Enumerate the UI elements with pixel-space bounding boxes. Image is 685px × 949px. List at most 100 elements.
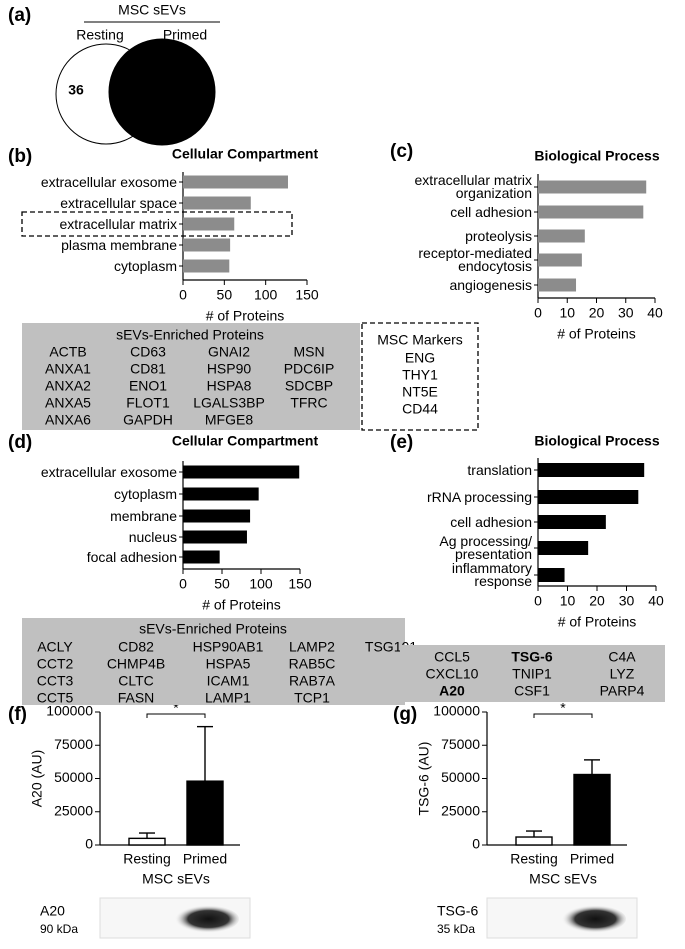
panel-label: (g) [393,704,417,725]
panel-label: (d) [8,432,32,453]
bar [538,253,582,267]
x-tick-label: 150 [288,576,312,592]
x-tick-label: 0 [534,593,542,609]
blot-size: 35 kDa [437,922,475,936]
y-tick-label: 100000 [433,703,480,719]
chart-title: Cellular Compartment [172,146,319,162]
table-cell: CD44 [402,401,438,417]
bar [538,229,585,243]
category-label-box: proteolysis [465,227,532,244]
bar [183,530,247,544]
category-label: receptor-mediated endocytosis [418,245,532,274]
x-axis-label: # of Proteins [202,597,281,613]
category-label: cell adhesion [450,513,532,530]
category-label-box: receptor-mediated endocytosis [418,245,532,274]
venn-set-name: Resting [76,27,123,43]
venn-count: 36 [68,82,84,98]
bar [538,180,647,194]
bar [186,780,224,846]
significance-bracket [146,713,206,718]
y-tick-label: 0 [85,836,93,852]
category-label-box: focal adhesion [86,548,177,565]
x-tick-label: 100 [249,576,273,592]
x-axis-label: MSC sEVs [142,871,210,887]
category-label: angiogenesis [449,276,532,293]
x-tick-label: 20 [589,593,605,609]
category-label: translation [467,461,532,478]
x-tick-label: 50 [217,287,233,303]
y-tick-label: 0 [472,836,480,852]
bar [538,278,577,292]
table-cell: HSPA5 [206,656,251,672]
panel-label: (b) [8,146,32,167]
category-label-box: Ag processing/ presentation [439,533,532,562]
x-tick-label: Primed [570,851,614,867]
category-label: extracellular exosome [40,463,177,480]
panel-label: (e) [390,432,413,453]
category-label-box: extracellular matrix [60,217,177,231]
table-cell: ANXA1 [45,361,91,377]
y-axis-label: A20 (AU) [29,750,45,808]
y-tick-label: 50000 [54,769,93,785]
bar [538,568,565,582]
blot-size: 90 kDa [40,922,78,936]
x-tick-label: 50 [214,576,230,592]
table-cell: RAB5C [289,656,336,672]
table-cell: LAMP2 [289,639,335,655]
table-cell: ACTB [49,344,86,360]
table-title: sEVs-Enriched Proteins [116,327,264,343]
x-tick-label: Resting [123,851,170,867]
panel-label: (c) [390,141,413,162]
bar [183,259,230,273]
blot-band [558,905,626,933]
table-cell: GNAI2 [208,344,250,360]
table-cell: A20 [439,683,465,699]
bar [538,541,589,555]
category-label: proteolysis [465,227,532,244]
y-tick-label: 100000 [46,703,93,719]
significance-label: * [173,700,179,716]
table-cell: ANXA2 [45,378,91,394]
table-cell: CCT3 [37,673,74,689]
table-cell: THY1 [402,367,438,383]
x-tick-label: 20 [589,305,605,321]
table-cell: CHMP4B [107,656,165,672]
table-box [22,618,405,705]
blot-label: A20 [40,903,65,919]
x-tick-label: 40 [647,305,663,321]
table-cell: NT5E [402,384,438,400]
category-label: extracellular exosome [40,173,177,190]
category-label: focal adhesion [86,548,177,565]
x-tick-label: 10 [560,593,576,609]
y-tick-label: 75000 [441,736,480,752]
table-box [22,323,360,430]
table-cell: TFRC [290,395,327,411]
venn-title: MSC sEVs [118,2,186,18]
category-label-box: cell adhesion [450,205,532,219]
table-cell: LYZ [610,666,635,682]
table-cell: PARP4 [600,683,645,699]
table-cell: PDC6IP [284,361,335,377]
category-label-box: nucleus [128,528,177,545]
table-cell: CSF1 [514,683,550,699]
y-tick-label: 25000 [54,802,93,818]
category-label-box: angiogenesis [449,276,532,293]
chart-title: Cellular Compartment [172,433,319,449]
table-cell: RAB7A [289,673,336,689]
category-label-box: cell adhesion [450,513,532,530]
x-tick-label: 150 [295,287,319,303]
category-label-box: translation [467,461,532,478]
category-label-box: extracellular exosome [40,463,177,480]
category-label: nucleus [128,528,177,545]
table-cell: HSP90 [207,361,252,377]
x-axis-label: # of Proteins [557,326,636,342]
table-cell: HSP90AB1 [193,639,264,655]
x-tick-label: 0 [179,287,187,303]
table-cell: ENO1 [129,378,167,394]
table-cell: ENG [405,350,435,366]
category-label: Ag processing/ presentation [439,533,532,562]
table-cell: CD81 [130,361,166,377]
venn-circle [108,38,216,146]
table-cell: ICAM1 [207,673,250,689]
panel-label: (a) [8,5,31,26]
